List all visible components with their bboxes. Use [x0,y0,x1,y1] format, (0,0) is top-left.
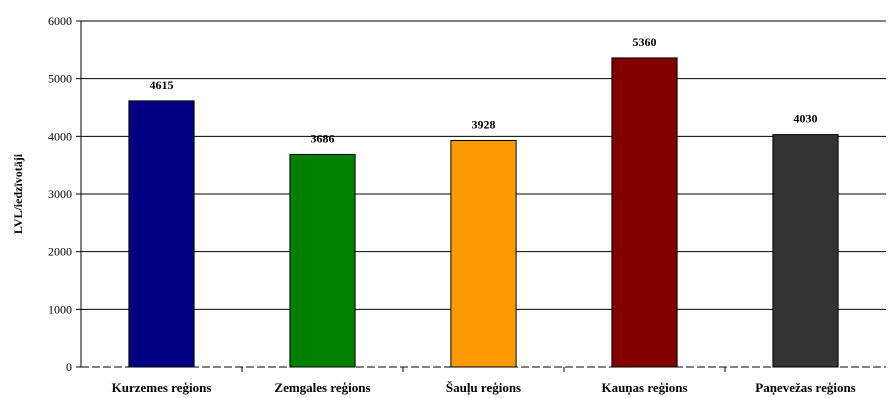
y-tick-label: 5000 [48,72,72,86]
data-label: 4615 [150,78,174,92]
y-tick-label: 3000 [48,187,72,201]
y-axis-ticks: 0 1000 2000 3000 4000 5000 6000 [48,14,81,374]
x-tick-label: Kauņas reģions [601,380,687,396]
y-tick-label: 6000 [48,14,72,28]
x-tick-label: Šauļu reģions [446,380,521,396]
x-axis-ticks: Kurzemes reģions Zemgales reģions Šauļu re… [112,367,856,396]
y-tick-label: 2000 [48,245,72,259]
bar [772,134,839,368]
y-tick-label: 1000 [48,302,72,316]
data-label: 3686 [311,131,335,145]
bar [289,153,356,368]
bars [128,57,839,368]
y-axis-label: LVL/iedzīvotāji [11,153,25,234]
data-label: 3928 [472,117,496,131]
x-tick-label: Zemgales reģions [274,380,370,395]
x-tick-label: Paņevežas reģions [755,380,856,396]
bar [611,57,678,368]
y-tick-label: 0 [66,360,72,374]
y-tick-label: 4000 [48,129,72,143]
bar [128,100,195,368]
data-label: 5360 [633,35,657,49]
bar [450,139,517,368]
x-tick-label: Kurzemes reģions [112,380,212,395]
data-label: 4030 [794,112,818,126]
data-labels: 4615 3686 3928 5360 4030 [150,35,818,146]
